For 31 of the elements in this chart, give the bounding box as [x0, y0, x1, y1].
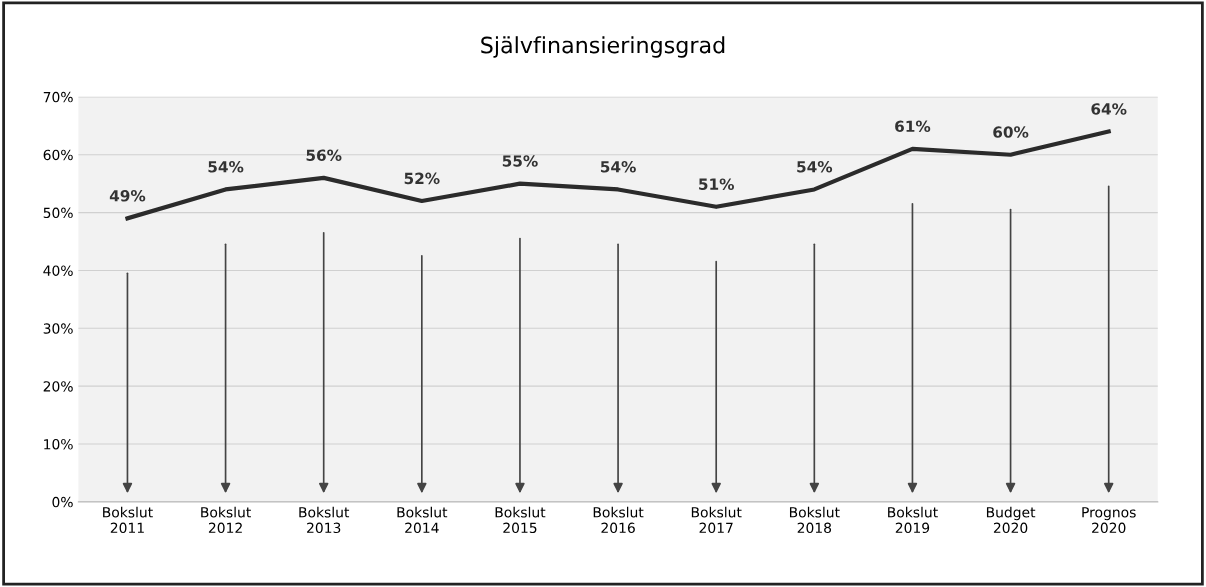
y-tick-label: 20%: [43, 381, 73, 392]
x-tick-label: Prognos 2020: [1082, 507, 1136, 534]
y-tick-label: 40%: [43, 265, 73, 276]
y-tick-label: 60%: [43, 149, 73, 161]
x-tick-label: Bokslut 2018: [789, 506, 840, 534]
text: 64%: [1091, 103, 1127, 115]
y-tick-label: 10%: [44, 438, 73, 450]
text: 55%: [502, 155, 538, 167]
x-tick-label: Bokslut 2019: [888, 506, 938, 534]
text: 54%: [797, 161, 833, 173]
text: 60%: [993, 126, 1029, 138]
y-tick-label: 0%: [52, 496, 73, 508]
text: 51%: [699, 178, 734, 190]
x-tick-label: Bokslut 2013: [299, 506, 350, 534]
x-tick-label: Bokslut 2016: [593, 506, 644, 534]
chart-title: Självfinansieringsgrad: [481, 36, 725, 58]
text: 56%: [306, 149, 342, 162]
x-tick-label: Bokslut 2014: [397, 506, 448, 534]
x-tick-label: Budget 2020: [986, 506, 1036, 534]
x-tick-label: Bokslut 2015: [495, 506, 546, 534]
x-tick-label: Bokslut 2012: [201, 506, 251, 534]
text: 49%: [109, 189, 146, 202]
x-tick-label: Bokslut 2011: [103, 506, 153, 534]
y-tick-label: 70%: [43, 91, 73, 103]
text: 61%: [895, 120, 931, 133]
text: 54%: [208, 161, 244, 173]
text: 52%: [404, 172, 440, 185]
y-tick-label: 50%: [43, 207, 73, 219]
y-tick-label: 30%: [43, 323, 73, 334]
text: 54%: [600, 161, 636, 173]
x-tick-label: Bokslut 2017: [691, 506, 742, 534]
